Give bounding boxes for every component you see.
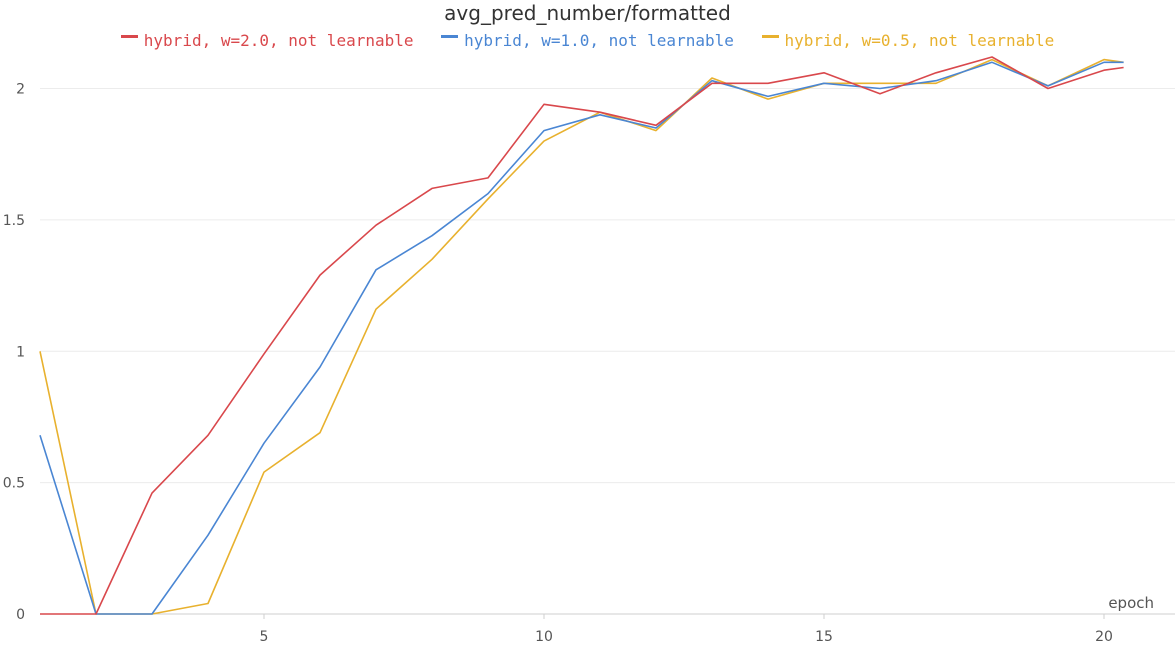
legend: hybrid, w=2.0, not learnable hybrid, w=1… [0,30,1175,52]
y-tick-label: 0 [16,607,25,623]
legend-item-w05[interactable]: hybrid, w=0.5, not learnable [761,30,1055,52]
y-tick-label: 1.5 [3,213,25,229]
legend-swatch-w1 [441,35,459,38]
y-tick-label: 2 [16,82,25,98]
legend-swatch-w05 [761,35,779,38]
x-tick-label: 15 [815,629,833,645]
x-tick-label: 5 [260,629,269,645]
series-line-w1 [39,61,1124,615]
legend-label-w05: hybrid, w=0.5, not learnable [784,31,1055,50]
legend-label-w1: hybrid, w=1.0, not learnable [464,31,734,50]
chart-title: avg_pred_number/formatted [444,1,731,25]
legend-swatch-w2 [120,35,138,38]
series-line-w05 [39,58,1124,615]
legend-item-w2[interactable]: hybrid, w=2.0, not learnable [120,30,414,52]
x-tick-label: 20 [1095,629,1113,645]
y-tick-label: 1 [16,344,25,360]
series-line-w2 [40,56,1124,615]
y-tick-label: 0.5 [3,476,25,492]
legend-label-w2: hybrid, w=2.0, not learnable [143,31,414,50]
x-axis-title: epoch [1108,594,1154,612]
legend-item-w1[interactable]: hybrid, w=1.0, not learnable [441,30,734,52]
x-tick-label: 10 [535,629,553,645]
